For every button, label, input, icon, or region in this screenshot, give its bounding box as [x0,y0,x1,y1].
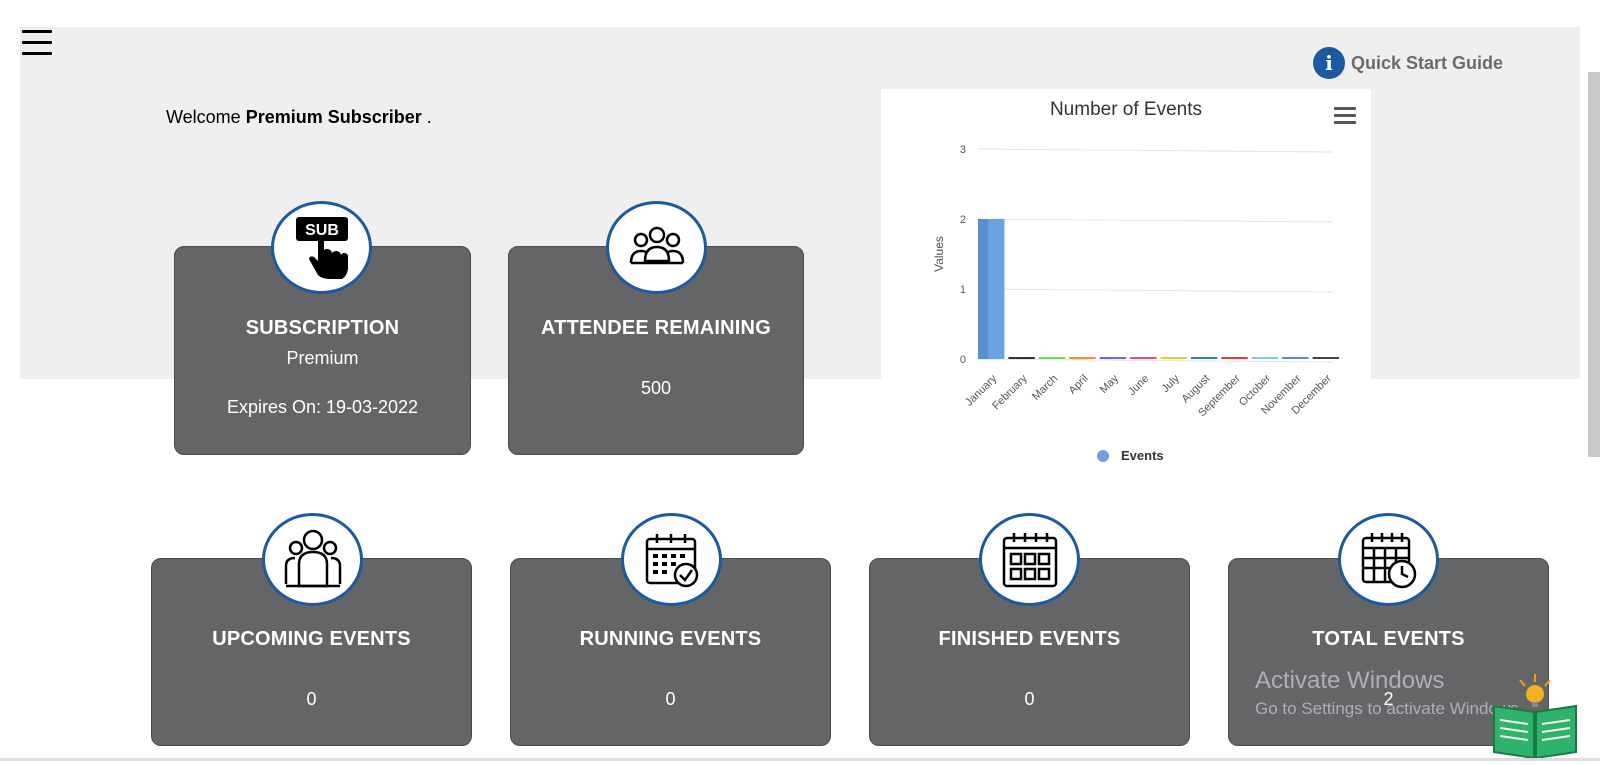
user-name: Premium Subscriber [245,107,422,127]
total-events-count: 2 [1383,689,1394,709]
running-events-card[interactable]: RUNNING EVENTS 0 [510,558,831,746]
welcome-prefix: Welcome [166,107,241,127]
y-axis-label: Values [932,236,946,272]
quick-start-guide-link[interactable]: i Quick Start Guide [1313,47,1503,79]
card-title: SUBSCRIPTION [245,317,400,339]
calendar-clock-icon [1338,513,1439,606]
bar-shade [978,219,988,359]
y-tick-label: 0 [960,354,966,366]
gridline [977,288,1334,293]
bar-december [1312,357,1339,359]
x-tick-label: June [1126,373,1151,398]
bar-march [1038,357,1066,359]
bar-june [1130,357,1157,359]
bar-october [1251,357,1279,359]
x-tick-label: March [1030,373,1060,403]
group-icon [606,201,707,294]
bar-may [1099,357,1127,359]
page-bottom-edge [0,758,1600,761]
chart-title: Number of Events [1049,99,1203,120]
y-tick-label: 1 [960,284,966,296]
welcome-suffix: . [426,107,432,127]
calendar-grid-icon [979,513,1080,606]
finished-events-card[interactable]: FINISHED EVENTS 0 [869,558,1190,746]
bar-november [1282,357,1309,359]
events-chart: Number of Events 0 1 2 3 Values January Februa… [881,89,1371,469]
legend-marker [1097,450,1109,462]
card-title: ATTENDEE REMAINING [541,317,771,339]
card-title: RUNNING EVENTS [579,628,762,650]
running-events-count: 0 [665,689,676,709]
gridline [977,218,1334,223]
quick-start-guide-label: Quick Start Guide [1351,52,1504,73]
subscribe-hand-icon: SUB [271,201,372,294]
upcoming-events-count: 0 [306,689,317,709]
subscription-expiry: Expires On: 19-03-2022 [226,397,419,417]
card-title: FINISHED EVENTS [938,628,1121,650]
welcome-message: Welcome Premium Subscriber . [166,107,432,128]
finished-events-count: 0 [1024,689,1035,709]
page-scrollbar[interactable] [1588,72,1600,457]
card-title: TOTAL EVENTS [1312,628,1465,650]
activate-windows-hint: Go to Settings to activate Windows. [1255,699,1524,718]
subscription-plan: Premium [286,348,359,368]
x-tick-label: April [1067,373,1091,397]
chart-menu-icon[interactable] [1334,107,1356,125]
calendar-check-icon [621,513,722,606]
gridline [977,148,1334,153]
bar-august [1190,357,1218,359]
gridline [977,358,1334,363]
activate-windows-title: Activate Windows [1255,667,1445,694]
help-book-icon[interactable] [1490,672,1580,760]
y-tick-label: 2 [960,214,966,226]
x-tick-label: July [1160,372,1183,395]
y-tick-label: 3 [960,144,966,156]
x-tick-label: May [1098,372,1122,396]
attendee-count: 500 [640,378,672,398]
bar-april [1069,357,1096,359]
legend-label: Events [1121,448,1164,463]
svg-text:SUB: SUB [305,222,339,239]
bar-july [1160,357,1187,359]
info-icon: i [1313,47,1345,79]
people-icon [262,513,363,606]
bar-september [1221,357,1248,359]
card-title: UPCOMING EVENTS [212,628,411,650]
menu-toggle-icon[interactable] [22,30,52,58]
bar-february [1008,357,1035,359]
